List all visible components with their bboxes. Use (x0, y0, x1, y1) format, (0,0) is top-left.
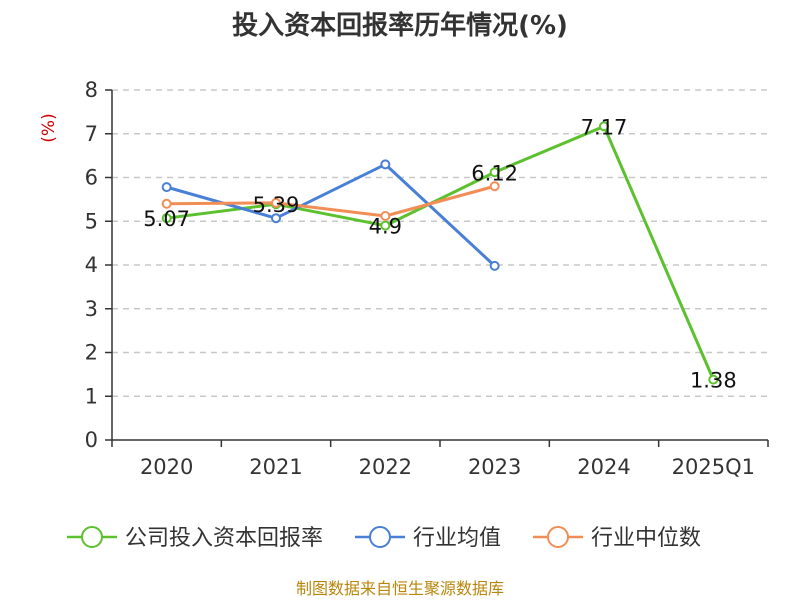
legend-item[interactable]: 公司投入资本回报率 (67, 526, 323, 551)
data-point (489, 167, 500, 178)
legend[interactable]: 公司投入资本回报率 行业均值 行业中位数 (67, 526, 701, 551)
x-tick-label: 2025Q1 (672, 455, 755, 479)
data-label: 5.07 (143, 207, 190, 231)
data-point (380, 220, 391, 231)
legend-label: 行业均值 (413, 526, 501, 551)
y-tick-label: 1 (85, 384, 98, 408)
y-tick-label: 7 (85, 122, 98, 146)
x-tick-label: 2023 (468, 455, 521, 479)
data-point (161, 198, 172, 209)
y-axis-unit: (%) (39, 113, 59, 142)
data-point (161, 182, 172, 193)
data-labels: 5.07 5.39 4.9 6.12 7.17 1.38 (143, 115, 736, 392)
data-point (708, 374, 719, 385)
x-tick-label: 2024 (577, 455, 630, 479)
data-label: 5.39 (253, 193, 300, 217)
legend-label: 行业中位数 (591, 526, 701, 551)
data-point (380, 159, 391, 170)
axes: 0 1 2 3 4 5 6 7 8 2020 2021 2022 2023 2024 2025Q1 (85, 78, 769, 479)
x-tick-label: 2020 (140, 455, 193, 479)
legend-marker (547, 526, 569, 548)
y-tick-label: 8 (85, 78, 98, 102)
grid-lines (112, 89, 768, 397)
legend-marker (81, 526, 103, 548)
data-point (380, 211, 391, 221)
y-tick-label: 6 (85, 166, 98, 190)
data-point (489, 260, 500, 271)
data-point (271, 213, 281, 224)
data-label: 7.17 (581, 115, 628, 139)
data-label: 4.9 (369, 215, 402, 239)
data-point (161, 213, 172, 224)
series-group (161, 121, 719, 385)
legend-label: 公司投入资本回报率 (125, 526, 323, 551)
data-point (271, 197, 281, 208)
y-tick-label: 3 (85, 297, 98, 321)
data-label: 6.12 (471, 161, 518, 185)
data-point (599, 121, 609, 132)
series-line (166, 184, 496, 218)
data-point (489, 181, 500, 192)
legend-marker (369, 526, 391, 548)
legend-item[interactable]: 行业均值 (355, 526, 501, 551)
source-note: 制图数据来自恒生聚源数据库 (296, 579, 504, 598)
series-line (166, 124, 715, 381)
legend-item[interactable]: 行业中位数 (533, 526, 701, 551)
y-tick-label: 5 (85, 209, 98, 233)
data-label: 1.38 (690, 369, 737, 393)
y-tick-label: 2 (85, 341, 98, 365)
y-tick-label: 0 (85, 428, 98, 452)
chart-title: 投入资本回报率历年情况(%) (232, 10, 568, 41)
x-tick-label: 2022 (359, 455, 412, 479)
x-tick-label: 2021 (249, 455, 302, 479)
y-tick-label: 4 (85, 253, 98, 277)
